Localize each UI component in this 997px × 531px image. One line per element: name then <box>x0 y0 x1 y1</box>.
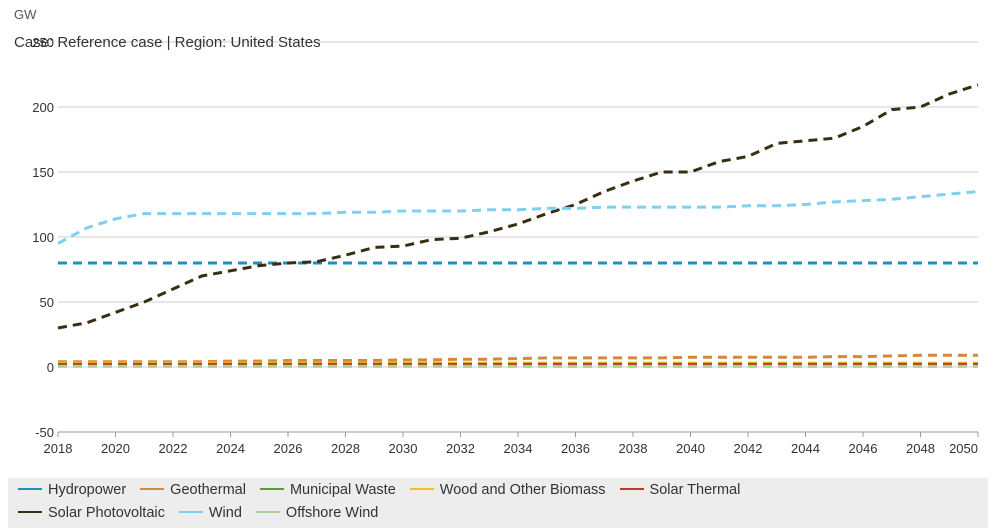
x-tick-label: 2044 <box>791 441 820 456</box>
series-line-wind <box>57 190 979 245</box>
series-line-solar-photovoltaic <box>57 83 979 330</box>
legend-item[interactable]: Municipal Waste <box>259 482 396 498</box>
x-tick-label: 2026 <box>274 441 303 456</box>
x-tick-label: 2022 <box>159 441 188 456</box>
y-tick-label: 150 <box>32 165 54 180</box>
y-axis-unit-label: GW <box>14 7 37 22</box>
series-line-geothermal <box>58 353 978 364</box>
legend-swatch <box>178 511 203 514</box>
x-tick-labels: 2018 2020 2022 2024 2026 2028 2030 2032 2034 2036… <box>44 432 979 456</box>
x-tick-label: 2030 <box>389 441 418 456</box>
legend-swatch <box>259 488 284 491</box>
y-tick-label: 200 <box>32 100 54 115</box>
legend-swatch <box>619 488 644 491</box>
legend-label: Hydropower <box>48 482 127 498</box>
y-tick-label: 50 <box>40 295 54 310</box>
legend-item[interactable]: Solar Photovoltaic <box>18 505 165 521</box>
legend-swatch <box>18 511 42 514</box>
legend-label: Solar Photovoltaic <box>48 505 165 521</box>
legend-swatch <box>140 488 165 491</box>
legend-item[interactable]: Wind <box>178 505 242 521</box>
legend-swatch <box>409 488 434 491</box>
x-tick-label: 2046 <box>849 441 878 456</box>
y-tick-label: 0 <box>47 360 54 375</box>
legend-swatch <box>18 488 42 491</box>
legend-label: Wind <box>208 505 242 521</box>
x-tick-label: 2032 <box>446 441 475 456</box>
series-lines <box>57 83 979 368</box>
legend-item[interactable]: Wood and Other Biomass <box>409 482 606 498</box>
legend-item[interactable]: Hydropower <box>18 482 126 498</box>
legend-label: Offshore Wind <box>285 505 379 521</box>
legend-item[interactable]: Geothermal <box>140 482 246 498</box>
legend-item[interactable]: Offshore Wind <box>255 505 379 521</box>
gridlines <box>58 41 978 433</box>
x-tick-label: 2036 <box>561 441 590 456</box>
x-tick-label: 2018 <box>44 441 73 456</box>
legend-swatch <box>255 511 280 514</box>
x-tick-label: 2024 <box>216 441 245 456</box>
y-tick-label: 250 <box>32 35 54 50</box>
y-tick-label: -50 <box>35 425 54 440</box>
x-tick-label: 2040 <box>676 441 705 456</box>
chart-subtitle: Case: Reference case | Region: United St… <box>14 34 321 51</box>
y-tick-label: 100 <box>32 230 54 245</box>
x-tick-label: 2050 <box>949 441 978 456</box>
legend-label: Wood and Other Biomass <box>439 482 606 498</box>
x-tick-label: 2028 <box>331 441 360 456</box>
y-tick-labels: -50 0 50 100 150 200 250 <box>32 35 54 440</box>
legend-label: Solar Thermal <box>649 482 741 498</box>
x-tick-label: 2038 <box>619 441 648 456</box>
legend: Hydropower Geothermal Municipal Waste Wood … <box>8 478 988 528</box>
x-tick-label: 2034 <box>504 441 533 456</box>
x-tick-label: 2042 <box>734 441 763 456</box>
legend-label: Geothermal <box>170 482 246 498</box>
x-tick-label: 2020 <box>101 441 130 456</box>
legend-label: Municipal Waste <box>289 482 396 498</box>
legend-item[interactable]: Solar Thermal <box>619 482 741 498</box>
x-tick-label: 2048 <box>906 441 935 456</box>
